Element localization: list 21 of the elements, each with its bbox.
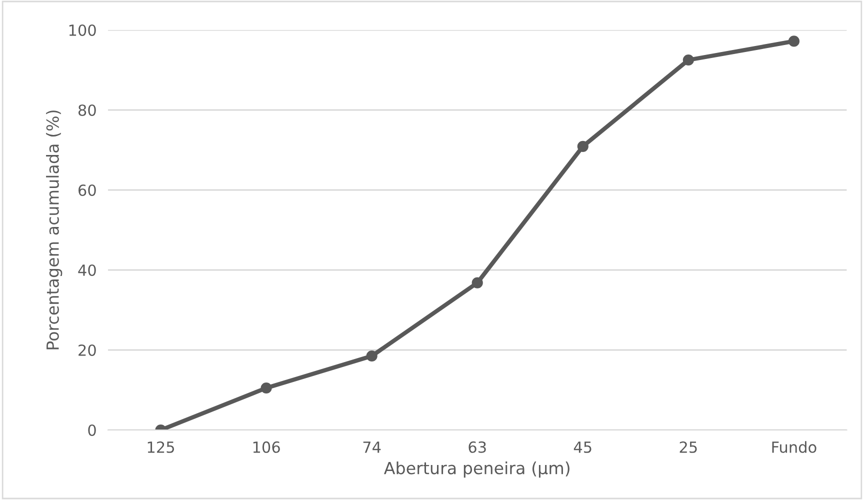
y-tick-label: 40 xyxy=(78,264,96,276)
x-tick-label: 45 xyxy=(574,442,592,453)
x-tick-label: 25 xyxy=(680,441,697,453)
y-tick-label: 80 xyxy=(78,104,96,116)
x-tick-label: 74 xyxy=(363,442,381,453)
y-tick-label: 100 xyxy=(69,24,96,36)
x-tick-label: 125 xyxy=(148,441,174,453)
point xyxy=(260,382,272,394)
point xyxy=(577,140,588,152)
point xyxy=(788,36,800,47)
point xyxy=(682,54,694,66)
y-tick-label: 20 xyxy=(78,344,96,356)
y-axis-title: Porcentagem acumulada (%) xyxy=(46,110,62,350)
x-tick-label: Fundo xyxy=(772,441,816,453)
x-tick-label: 106 xyxy=(253,441,280,453)
point xyxy=(366,350,378,362)
x-axis-title: Abertura peneira (µm) xyxy=(384,461,570,478)
x-tick-label: 63 xyxy=(468,441,486,453)
y-tick-label: 60 xyxy=(78,184,96,196)
point xyxy=(472,277,483,288)
y-tick-label: 0 xyxy=(88,424,96,436)
